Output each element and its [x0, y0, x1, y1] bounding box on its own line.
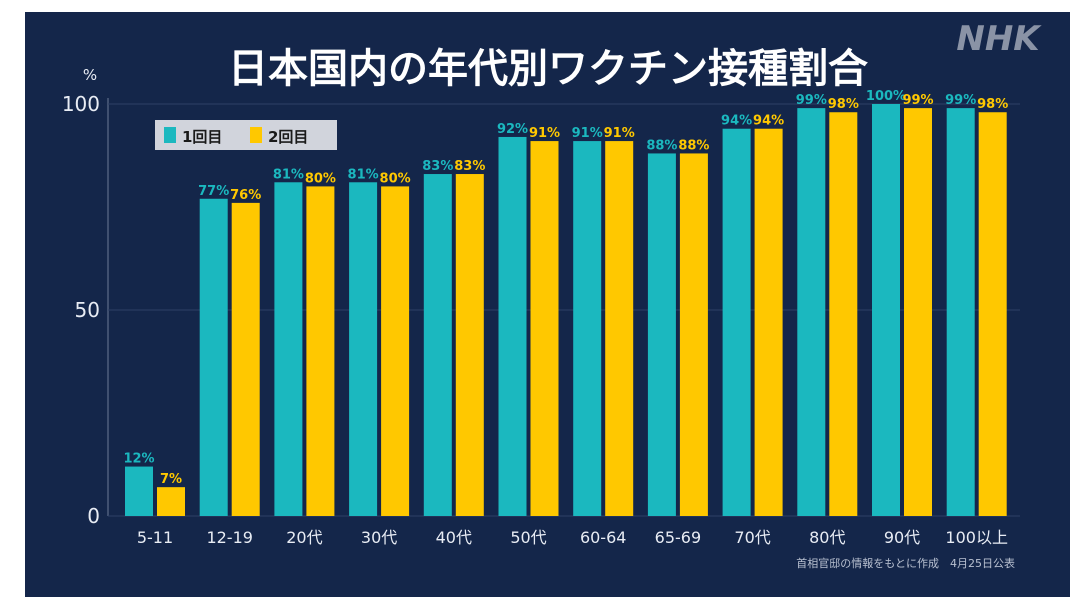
bar-dose2 [605, 141, 634, 516]
x-tick-label: 100以上 [945, 528, 1008, 547]
y-tick-label: 50 [75, 298, 100, 322]
bar-dose2 [157, 487, 185, 516]
data-label: 91% [572, 126, 603, 141]
bar-dose1 [125, 466, 153, 516]
data-label: 7% [160, 472, 182, 487]
data-label: 94% [721, 114, 752, 129]
x-tick-label: 5-11 [137, 528, 173, 547]
data-label: 92% [497, 122, 528, 137]
data-label: 77% [198, 184, 229, 199]
bar-dose2 [829, 112, 858, 517]
data-label: 12% [123, 452, 154, 467]
data-label: 91% [529, 126, 560, 141]
data-label: 99% [945, 93, 976, 108]
data-label: 83% [422, 159, 453, 174]
bar-dose1 [199, 198, 228, 516]
legend-label-dose1: 1回目 [182, 128, 222, 146]
data-label: 81% [273, 167, 304, 182]
bar-dose2 [904, 108, 932, 517]
data-label: 80% [305, 171, 336, 186]
data-label: 99% [796, 93, 827, 108]
data-label: 76% [230, 188, 261, 203]
bar-dose1 [722, 128, 751, 516]
bar-dose1 [423, 174, 452, 517]
bar-dose1 [647, 153, 676, 516]
legend-label-dose2: 2回目 [268, 128, 308, 146]
bar-dose2 [978, 112, 1007, 517]
x-tick-label: 70代 [734, 528, 770, 547]
legend: 1回目 2回目 [155, 120, 337, 150]
data-label: 83% [454, 159, 485, 174]
x-tick-label: 60-64 [580, 528, 627, 547]
x-tick-label: 20代 [286, 528, 322, 547]
bar-dose2 [679, 153, 708, 516]
y-tick-label: 0 [87, 504, 100, 528]
bar-dose2 [754, 128, 783, 516]
bar-dose1 [274, 182, 303, 516]
bar-dose2 [381, 186, 410, 516]
bar-dose1 [946, 108, 975, 517]
x-tick-label: 12-19 [206, 528, 253, 547]
data-label: 98% [977, 97, 1008, 112]
data-label: 99% [902, 93, 933, 108]
bar-dose1 [797, 108, 826, 517]
x-tick-label: 40代 [436, 528, 472, 547]
y-axis-unit: % [83, 66, 97, 84]
data-label: 98% [828, 97, 859, 112]
data-label: 80% [380, 171, 411, 186]
bar-dose1 [498, 136, 527, 516]
x-tick-label: 30代 [361, 528, 397, 547]
data-label: 88% [646, 138, 677, 153]
bar-dose2 [455, 174, 484, 517]
chart-title: 日本国内の年代別ワクチン接種割合 [228, 46, 868, 92]
data-label: 100% [866, 89, 906, 104]
x-tick-label: 90代 [884, 528, 920, 547]
bar-dose1 [349, 182, 378, 516]
source-note: 首相官邸の情報をもとに作成 4月25日公表 [796, 556, 1015, 570]
bar-dose2 [306, 186, 335, 516]
bar-dose2 [530, 141, 559, 516]
x-tick-label: 65-69 [655, 528, 702, 547]
nhk-logo: NHK [956, 19, 1042, 59]
data-label: 94% [753, 114, 784, 129]
legend-swatch-dose2 [250, 127, 262, 143]
data-label: 81% [348, 167, 379, 182]
data-label: 88% [678, 138, 709, 153]
x-tick-label: 80代 [809, 528, 845, 547]
data-label: 91% [604, 126, 635, 141]
y-tick-label: 100 [62, 92, 100, 116]
bar-dose1 [872, 104, 900, 516]
legend-box [155, 120, 337, 150]
legend-swatch-dose1 [164, 127, 176, 143]
bar-dose1 [573, 141, 602, 516]
x-tick-label: 50代 [510, 528, 546, 547]
bar-dose2 [231, 202, 260, 516]
